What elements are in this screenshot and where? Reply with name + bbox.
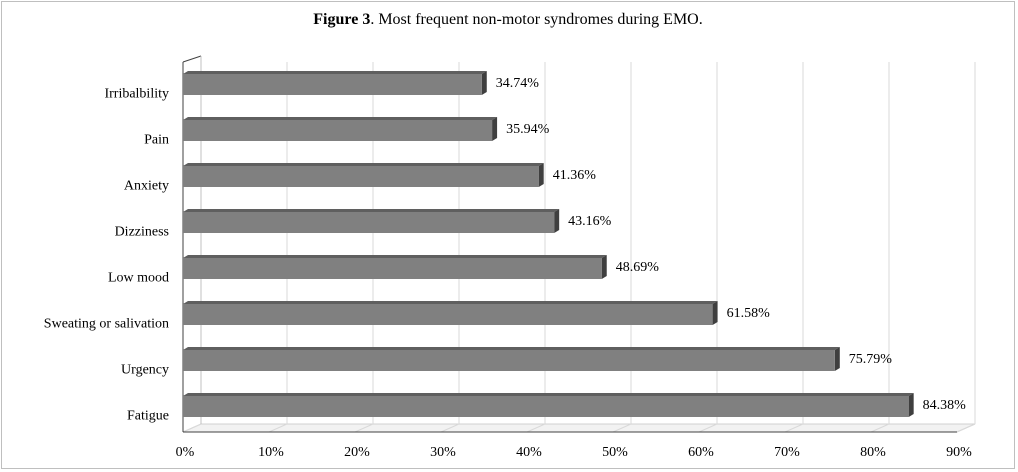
x-tick-label: 40% — [516, 445, 542, 460]
data-label: 48.69% — [616, 260, 660, 275]
bar-end-face — [492, 117, 498, 141]
bar-end-face — [601, 255, 607, 279]
chart-title-bold: Figure 3 — [313, 11, 371, 28]
floor-gridline — [956, 423, 976, 433]
y-axis-top-edge — [182, 55, 202, 63]
bar-end-face — [834, 347, 840, 371]
bar-top-face — [183, 347, 840, 350]
data-label: 35.94% — [506, 122, 549, 137]
floor-gridline — [354, 423, 374, 433]
data-label: 84.38% — [923, 398, 967, 413]
x-tick-label: 10% — [258, 445, 284, 460]
x-tick-label: 60% — [688, 445, 714, 460]
x-tick-label: 80% — [860, 445, 886, 460]
data-label: 61.58% — [727, 306, 771, 321]
data-labels: 34.74% 35.94% 41.36% 43.16% 48.69% 61.58% 75.7… — [496, 76, 966, 413]
category-label: Sweating or salivation — [44, 317, 169, 332]
bar-front-face — [183, 350, 835, 371]
bar-front-face — [183, 396, 909, 417]
bar-top-face — [183, 393, 914, 396]
floor-gridline — [698, 423, 718, 433]
bar — [183, 209, 560, 233]
category-label: Dizziness — [115, 225, 169, 240]
bar — [183, 163, 544, 187]
data-label: 41.36% — [553, 168, 597, 183]
bar-top-face — [183, 255, 607, 258]
floor-gridline — [526, 423, 546, 433]
category-label: Irribalbility — [104, 87, 169, 102]
bar — [183, 301, 718, 325]
category-label: Fatigue — [127, 409, 169, 424]
bar-front-face — [183, 120, 493, 141]
bar — [183, 117, 498, 141]
floor-gridline — [268, 423, 288, 433]
bar-top-face — [183, 71, 487, 74]
category-label: Anxiety — [124, 179, 169, 194]
bar-end-face — [908, 393, 914, 417]
category-label: Urgency — [121, 363, 169, 378]
bar-end-face — [554, 209, 560, 233]
category-labels: Irribalbility Pain Anxiety Dizziness Low moo… — [44, 87, 169, 424]
floor-plane — [182, 423, 976, 433]
x-tick-label: 90% — [946, 445, 972, 460]
bar-front-face — [183, 304, 713, 325]
x-tick-labels: 0% 10% 20% 30% 40% 50% 60% 70% 80% 90% — [176, 445, 973, 460]
bar-front-face — [183, 166, 539, 187]
bar-front-face — [183, 258, 602, 279]
floor-gridline — [440, 423, 460, 433]
floor-gridline — [182, 423, 202, 433]
data-label: 34.74% — [496, 76, 540, 91]
bar-front-face — [183, 212, 555, 233]
bar-top-face — [183, 301, 718, 304]
axes — [182, 55, 957, 433]
bar-top-face — [183, 117, 498, 120]
category-label: Low mood — [108, 271, 169, 286]
bar-end-face — [538, 163, 544, 187]
bar-top-face — [183, 163, 544, 166]
bar — [183, 255, 607, 279]
x-tick-label: 50% — [602, 445, 628, 460]
x-tick-label: 20% — [344, 445, 370, 460]
data-label: 75.79% — [849, 352, 893, 367]
bar-front-face — [183, 74, 482, 95]
x-tick-label: 70% — [774, 445, 800, 460]
floor-gridline — [612, 423, 632, 433]
bars — [183, 71, 914, 417]
category-label: Pain — [144, 133, 169, 148]
floor-gridline — [784, 423, 804, 433]
data-label: 43.16% — [568, 214, 612, 229]
bar — [183, 347, 840, 371]
bar-end-face — [481, 71, 487, 95]
floor-gridline — [870, 423, 890, 433]
bar — [183, 393, 914, 417]
bar — [183, 71, 487, 95]
chart-title-rest: . Most frequent non-motor syndromes duri… — [370, 11, 703, 28]
x-tick-label: 30% — [430, 445, 456, 460]
bar-end-face — [712, 301, 718, 325]
bar-top-face — [183, 209, 560, 212]
x-tick-label: 0% — [176, 445, 195, 460]
chart-title: Figure 3. Most frequent non-motor syndro… — [0, 11, 1016, 29]
